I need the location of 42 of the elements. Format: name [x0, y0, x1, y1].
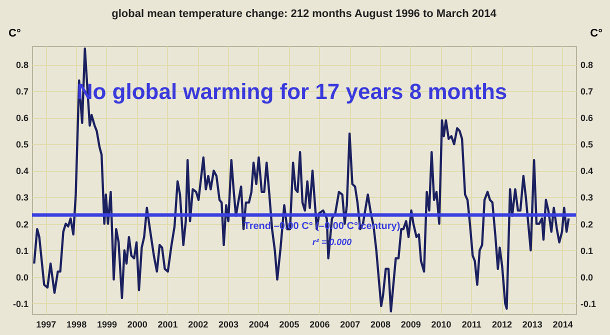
- x-tick-label: 2011: [462, 320, 482, 330]
- y2-tick-label: 0.7: [580, 86, 594, 97]
- chart-title: global mean temperature change: 212 months August 1996 to March 2014: [112, 8, 498, 20]
- x-tick-label: 2010: [431, 320, 452, 330]
- y-tick-label: -0.1: [12, 298, 28, 309]
- y2-axis-title: C°: [590, 28, 602, 40]
- y2-tick-label: 0.6: [580, 113, 594, 124]
- y2-tick-label: 0.1: [580, 246, 594, 256]
- x-tick-label: 2014: [552, 320, 573, 330]
- x-tick-label: 2013: [522, 320, 542, 330]
- y-tick-label: 0.0: [16, 272, 28, 282]
- x-tick-label: 2003: [218, 320, 239, 330]
- x-tick-label: 2009: [400, 320, 421, 330]
- x-tick-label: 1997: [36, 320, 56, 330]
- x-tick-label: 2004: [248, 320, 269, 330]
- y-tick-label: 0.8: [16, 60, 28, 70]
- y-axis-title: C°: [8, 28, 21, 40]
- y2-tick-label: 0.5: [580, 140, 594, 150]
- x-tick-label: 2000: [127, 320, 148, 330]
- x-tick-label: 2006: [310, 320, 330, 330]
- y-tick-label: 0.1: [16, 246, 28, 256]
- x-tick-label: 2001: [158, 320, 178, 330]
- y-tick-label: 0.7: [16, 86, 28, 97]
- y-tick-label: 0.2: [16, 219, 28, 230]
- x-tick-label: 2008: [370, 320, 390, 330]
- y2-tick-label: 0.4: [580, 166, 594, 176]
- y-tick-label: 0.5: [16, 140, 28, 150]
- y-tick-label: 0.6: [16, 113, 28, 124]
- y2-tick-label: -0.1: [580, 298, 596, 309]
- y2-tick-label: 0.0: [580, 272, 594, 282]
- y2-tick-label: 0.8: [580, 60, 594, 70]
- x-tick-label: 1999: [96, 320, 117, 330]
- y2-tick-label: 0.3: [580, 192, 594, 203]
- x-tick-label: 1998: [66, 320, 87, 330]
- y-tick-label: 0.3: [16, 192, 28, 203]
- x-tick-label: 2007: [340, 320, 360, 330]
- x-tick-label: 2002: [188, 320, 208, 330]
- line-series: [33, 48, 570, 312]
- y-tick-label: 0.4: [16, 166, 28, 176]
- y2-tick-label: 0.2: [580, 219, 594, 230]
- x-tick-label: 2012: [492, 320, 512, 330]
- x-tick-label: 2005: [279, 320, 300, 330]
